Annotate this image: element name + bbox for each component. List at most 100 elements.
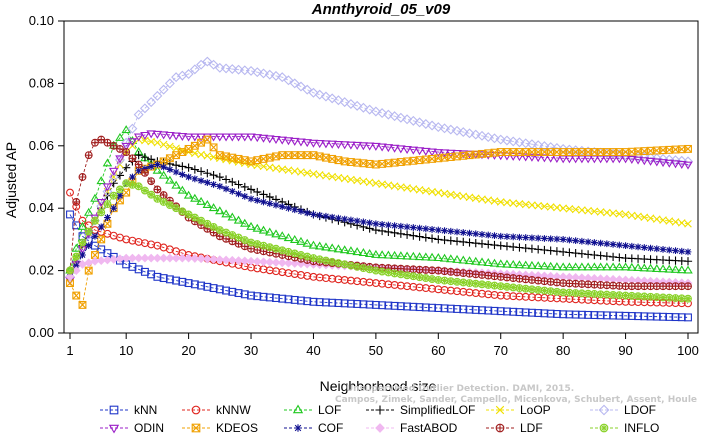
legend-item-ldf: LDF — [486, 421, 543, 434]
data-point — [615, 148, 624, 156]
data-point — [152, 130, 163, 139]
data-point — [289, 137, 300, 146]
data-point — [409, 231, 418, 240]
data-point — [459, 237, 468, 246]
data-point — [628, 211, 636, 220]
data-point — [552, 262, 562, 271]
legend-marker — [108, 424, 120, 434]
data-point — [308, 87, 319, 98]
data-point — [539, 261, 550, 270]
x-tick-label: 60 — [431, 343, 445, 358]
data-point — [152, 90, 163, 101]
data-point — [209, 254, 219, 264]
legend-marker — [598, 404, 610, 416]
data-point — [203, 169, 212, 178]
series-line-knnw — [69, 192, 689, 304]
data-point — [483, 258, 494, 267]
data-point — [390, 158, 399, 167]
data-point — [134, 151, 143, 160]
data-point — [602, 148, 611, 156]
data-point — [571, 310, 580, 319]
data-point — [415, 303, 424, 312]
data-point — [91, 232, 99, 240]
data-point — [378, 159, 387, 168]
y-tick-label: 0.08 — [29, 75, 54, 90]
data-point — [552, 247, 562, 256]
data-point — [164, 78, 175, 89]
data-point — [534, 201, 542, 210]
data-point — [420, 118, 431, 129]
data-point — [209, 284, 218, 293]
data-point — [552, 148, 561, 156]
data-point — [140, 131, 150, 140]
data-point — [377, 108, 388, 119]
data-point — [115, 155, 125, 164]
data-point — [66, 266, 74, 275]
data-point — [133, 133, 144, 142]
data-point — [639, 157, 650, 166]
data-point — [129, 173, 136, 181]
data-point — [222, 152, 231, 161]
data-point — [158, 131, 169, 140]
data-point — [321, 140, 331, 149]
data-point — [159, 140, 168, 149]
data-point — [465, 151, 474, 160]
data-point — [290, 151, 299, 160]
data-point — [421, 274, 430, 283]
data-point — [184, 279, 193, 288]
data-point — [464, 256, 475, 265]
data-point — [652, 263, 662, 272]
data-point — [409, 272, 418, 281]
data-point — [147, 155, 156, 164]
data-point — [171, 132, 181, 141]
data-point — [184, 210, 193, 219]
data-point — [583, 262, 593, 271]
data-point — [665, 312, 674, 321]
data-point — [147, 240, 156, 249]
data-point — [559, 236, 567, 243]
data-point — [421, 233, 430, 242]
series-inflo — [66, 179, 692, 303]
data-point — [684, 294, 692, 303]
data-point — [446, 153, 455, 161]
data-point — [602, 252, 611, 261]
data-point — [346, 299, 355, 308]
legend-item-knnw: kNNW — [182, 403, 251, 417]
data-point — [447, 227, 455, 235]
data-point — [503, 233, 511, 240]
data-point — [577, 249, 586, 258]
data-point — [177, 185, 188, 194]
x-tick-label: 30 — [244, 343, 258, 358]
data-point — [364, 248, 375, 257]
data-point — [515, 308, 524, 317]
data-point — [627, 147, 636, 156]
data-point — [278, 294, 287, 303]
legend-label: LOF — [318, 403, 341, 417]
data-point — [677, 313, 686, 322]
data-point — [365, 178, 374, 187]
data-point — [446, 304, 455, 313]
data-point — [477, 130, 487, 141]
data-point — [421, 155, 430, 164]
data-point — [609, 240, 617, 248]
data-point — [416, 224, 423, 232]
legend-marker — [292, 404, 304, 414]
data-point — [78, 216, 87, 225]
data-point — [665, 145, 674, 154]
data-point — [215, 255, 225, 265]
data-point — [358, 248, 369, 257]
data-point — [634, 312, 643, 321]
data-point — [415, 186, 424, 194]
data-point — [627, 262, 637, 271]
data-point — [328, 257, 337, 266]
data-point — [234, 256, 243, 266]
data-point — [565, 205, 574, 213]
data-point — [477, 151, 487, 160]
data-point — [433, 253, 444, 262]
data-point — [434, 154, 443, 163]
data-point — [434, 226, 442, 234]
data-point — [127, 123, 138, 134]
data-point — [177, 253, 187, 263]
legend-label: kNNW — [216, 403, 251, 417]
data-point — [546, 246, 555, 255]
